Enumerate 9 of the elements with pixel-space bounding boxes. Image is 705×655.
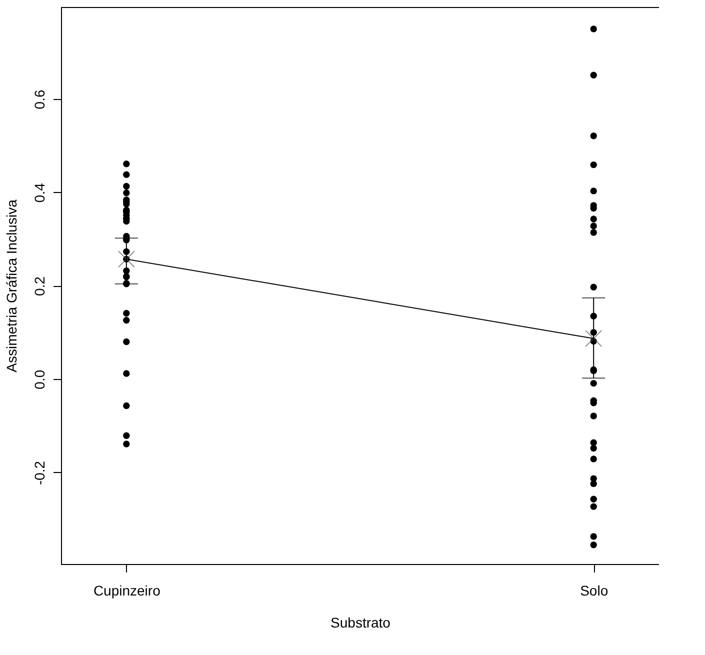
- y-tick-label: 0.2: [32, 276, 48, 296]
- y-axis-title: Assimetria Gráfica Inclusiva: [4, 199, 20, 372]
- y-tick-label: 0.6: [32, 90, 48, 110]
- x-tick-label: Solo: [580, 582, 608, 598]
- x-axis-title: Substrato: [330, 614, 391, 630]
- y-tick-label: 0.4: [32, 182, 48, 203]
- x-tick-label: Cupinzeiro: [93, 582, 161, 598]
- y-tick-label: 0.0: [32, 370, 48, 390]
- y-tick-label: -0.2: [32, 460, 48, 486]
